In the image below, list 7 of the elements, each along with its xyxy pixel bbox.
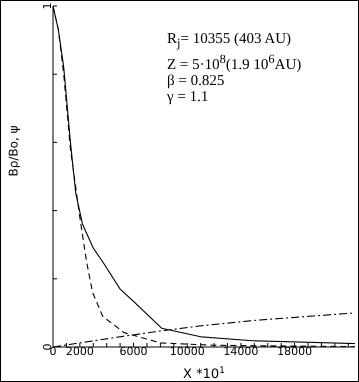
x-axis-title: X *10$^{1}$ [183, 366, 225, 382]
y-tick-label: 1 [41, 2, 54, 10]
annotation: β = 0.825 [167, 73, 226, 89]
annotation: γ = 1.1 [167, 89, 210, 105]
annotation: Z = 5·10$^{8}$(1.9 10$^{6}$AU) [167, 51, 302, 73]
annotation: R$_{j}$= 10355 (403 AU) [167, 31, 292, 51]
y-axis-title: Bρ/Bo, ψ [6, 125, 20, 176]
